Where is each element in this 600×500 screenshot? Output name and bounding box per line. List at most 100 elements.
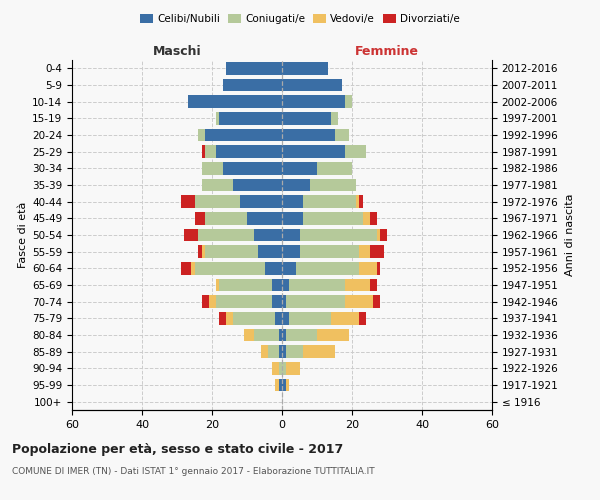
Bar	[265, 262, 282, 274]
Bar	[194, 212, 205, 224]
Bar	[370, 279, 377, 291]
Bar	[244, 329, 254, 341]
Bar	[282, 262, 296, 274]
Bar	[240, 196, 282, 208]
Bar	[282, 379, 286, 391]
Bar	[215, 296, 271, 308]
Text: Maschi: Maschi	[152, 46, 202, 59]
Bar	[191, 262, 194, 274]
Bar	[202, 179, 233, 192]
Bar	[187, 96, 282, 108]
Bar	[219, 279, 271, 291]
Bar	[303, 212, 362, 224]
Text: Popolazione per età, sesso e stato civile - 2017: Popolazione per età, sesso e stato civil…	[12, 442, 343, 456]
Text: COMUNE DI IMER (TN) - Dati ISTAT 1° gennaio 2017 - Elaborazione TUTTITALIA.IT: COMUNE DI IMER (TN) - Dati ISTAT 1° genn…	[12, 468, 374, 476]
Bar	[254, 329, 278, 341]
Bar	[233, 312, 275, 324]
Bar	[198, 229, 254, 241]
Y-axis label: Anni di nascita: Anni di nascita	[565, 194, 575, 276]
Bar	[282, 162, 317, 174]
Bar	[181, 262, 191, 274]
Bar	[257, 246, 282, 258]
Bar	[380, 229, 387, 241]
Bar	[271, 279, 282, 291]
Bar	[215, 279, 219, 291]
Bar	[286, 329, 317, 341]
Bar	[335, 129, 349, 141]
Bar	[359, 262, 377, 274]
Bar	[286, 362, 299, 374]
Bar	[223, 162, 282, 174]
Bar	[282, 229, 299, 241]
Text: Femmine: Femmine	[355, 46, 419, 59]
Bar	[299, 246, 359, 258]
Bar	[355, 196, 359, 208]
Bar	[282, 179, 310, 192]
Bar	[254, 229, 282, 241]
Bar	[271, 362, 278, 374]
Bar	[282, 129, 335, 141]
Bar	[275, 379, 278, 391]
Bar	[362, 212, 370, 224]
Bar	[226, 312, 233, 324]
Bar	[282, 146, 345, 158]
Bar	[377, 229, 380, 241]
Bar	[278, 362, 282, 374]
Bar	[282, 212, 303, 224]
Bar	[331, 112, 338, 124]
Bar	[194, 262, 265, 274]
Bar	[286, 296, 345, 308]
Bar	[370, 246, 383, 258]
Bar	[209, 296, 215, 308]
Bar	[303, 346, 335, 358]
Bar	[202, 162, 223, 174]
Bar	[226, 62, 282, 74]
Bar	[296, 262, 359, 274]
Bar	[268, 346, 278, 358]
Bar	[282, 246, 299, 258]
Bar	[233, 179, 282, 192]
Bar	[282, 312, 289, 324]
Bar	[345, 146, 366, 158]
Bar	[359, 196, 362, 208]
Bar	[345, 279, 370, 291]
Bar	[184, 229, 198, 241]
Legend: Celibi/Nubili, Coniugati/e, Vedovi/e, Divorziati/e: Celibi/Nubili, Coniugati/e, Vedovi/e, Di…	[136, 10, 464, 29]
Bar	[278, 329, 282, 341]
Bar	[202, 146, 205, 158]
Bar	[289, 279, 345, 291]
Bar	[202, 296, 209, 308]
Bar	[317, 329, 349, 341]
Bar	[345, 296, 373, 308]
Bar	[198, 246, 202, 258]
Bar	[282, 196, 303, 208]
Bar	[205, 129, 282, 141]
Bar	[377, 262, 380, 274]
Bar	[282, 362, 286, 374]
Bar	[198, 129, 205, 141]
Bar	[278, 346, 282, 358]
Bar	[275, 312, 282, 324]
Bar	[194, 196, 240, 208]
Bar	[282, 329, 286, 341]
Bar	[247, 212, 282, 224]
Bar	[359, 246, 370, 258]
Bar	[271, 296, 282, 308]
Bar	[317, 162, 352, 174]
Bar	[219, 112, 282, 124]
Bar	[286, 346, 303, 358]
Bar	[202, 246, 205, 258]
Bar	[205, 246, 257, 258]
Bar	[261, 346, 268, 358]
Bar	[215, 112, 219, 124]
Bar	[310, 179, 355, 192]
Bar	[219, 312, 226, 324]
Bar	[282, 96, 345, 108]
Y-axis label: Fasce di età: Fasce di età	[18, 202, 28, 268]
Bar	[299, 229, 377, 241]
Bar	[282, 112, 331, 124]
Bar	[223, 79, 282, 92]
Bar	[331, 312, 359, 324]
Bar	[181, 196, 194, 208]
Bar	[282, 62, 328, 74]
